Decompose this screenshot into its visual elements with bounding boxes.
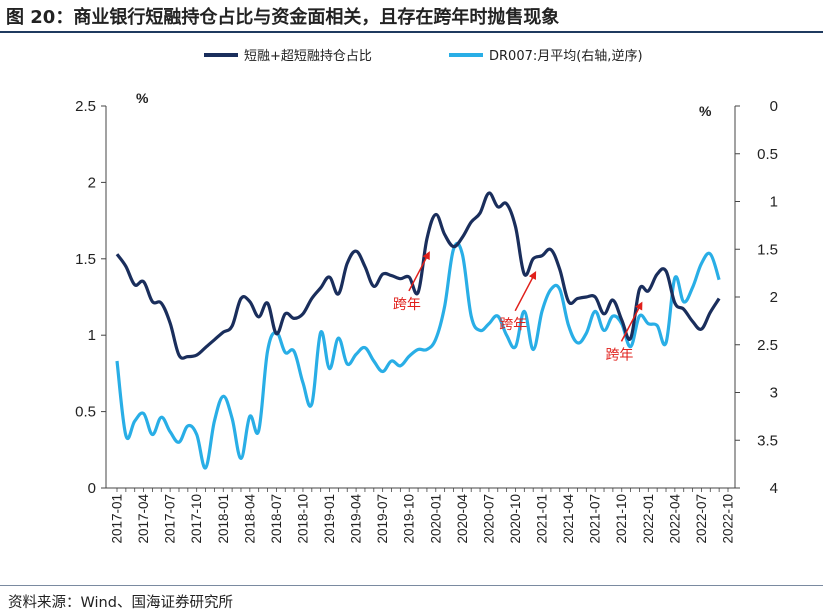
legend-label-series1: 短融+超短融持仓占比 <box>244 49 372 64</box>
left-tick-label: 2.5 <box>75 98 96 115</box>
annotation-arrow <box>514 271 537 312</box>
x-tick-label: 2022-07 <box>694 494 709 544</box>
legend: 短融+超短融持仓占比 DR007:月平均(右轴,逆序) <box>204 48 643 64</box>
right-tick-label: 1.5 <box>757 241 778 258</box>
annotation-arrow <box>620 301 643 342</box>
right-tick-label: 3 <box>770 385 778 402</box>
x-tick-label: 2021-07 <box>588 494 603 544</box>
annotation-label: 跨年 <box>605 347 633 363</box>
right-tick-label: 0.5 <box>757 146 778 163</box>
x-tick-label: 2019-04 <box>349 494 364 544</box>
right-tick-label: 2.5 <box>757 337 778 354</box>
annotation-arrow <box>408 251 430 292</box>
right-tick-label: 3.5 <box>757 432 778 449</box>
left-tick-label: 0.5 <box>75 404 96 421</box>
x-tick-label: 2020-01 <box>428 494 443 544</box>
holding-ratio-series-line <box>115 191 721 360</box>
left-tick-label: 0 <box>88 480 96 497</box>
x-tick-label: 2021-04 <box>561 494 576 544</box>
left-tick-label: 2 <box>88 174 96 191</box>
right-axis-unit: % <box>699 103 712 119</box>
annotation-label: 跨年 <box>499 317 527 333</box>
x-tick-label: 2017-07 <box>163 494 178 544</box>
left-tick-label: 1 <box>88 327 96 344</box>
source-divider <box>0 585 823 586</box>
x-tick-label: 2020-10 <box>508 494 523 544</box>
x-tick-label: 2020-07 <box>481 494 496 544</box>
title-divider <box>0 31 823 33</box>
x-tick-label: 2018-04 <box>242 494 257 544</box>
x-tick-label: 2021-10 <box>614 494 629 544</box>
x-tick-label: 2022-04 <box>667 494 682 544</box>
x-tick-label: 2020-04 <box>455 494 470 544</box>
source-note: 资料来源：Wind、国海证券研究所 <box>8 595 233 611</box>
x-tick-label: 2022-01 <box>641 494 656 544</box>
axes: 0 0.5 1 1.5 2 2.5 0 0.5 1 1.5 2 2.5 3 3.5 4 2017-01 2017… <box>75 98 778 544</box>
chart-title: 图 20：商业银行短融持仓占比与资金面相关，且存在跨年时抛售现象 <box>6 7 560 28</box>
right-tick-label: 2 <box>770 289 778 306</box>
left-tick-label: 1.5 <box>75 251 96 268</box>
x-tick-label: 2018-10 <box>295 494 310 544</box>
left-axis-unit: % <box>136 90 149 106</box>
x-tick-label: 2022-10 <box>721 494 736 544</box>
x-tick-label: 2018-07 <box>269 494 284 544</box>
x-tick-label: 2019-07 <box>375 494 390 544</box>
dr007-series-line <box>115 241 721 470</box>
right-tick-label: 1 <box>770 194 778 211</box>
x-tick-label: 2021-01 <box>535 494 550 544</box>
x-tick-label: 2017-10 <box>189 494 204 544</box>
right-tick-label: 4 <box>770 480 778 497</box>
x-tick-label: 2017-01 <box>110 494 125 544</box>
annotation-label: 跨年 <box>393 297 421 313</box>
x-tick-label: 2019-10 <box>402 494 417 544</box>
x-tick-label: 2018-01 <box>216 494 231 544</box>
x-tick-label: 2019-01 <box>322 494 337 544</box>
series-lines <box>115 191 721 470</box>
right-tick-label: 0 <box>770 98 778 115</box>
legend-label-series2: DR007:月平均(右轴,逆序) <box>489 48 643 64</box>
x-tick-label: 2017-04 <box>136 494 151 544</box>
